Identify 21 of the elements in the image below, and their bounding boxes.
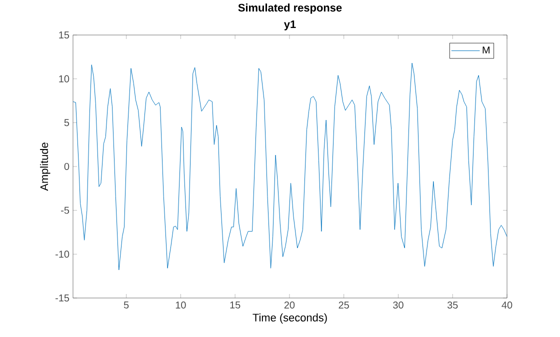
x-tick-label: 40 <box>502 302 512 309</box>
y-tick-label: -15 <box>56 294 70 302</box>
y-tick-label: -10 <box>56 250 70 258</box>
legend-label: M <box>482 46 490 54</box>
x-tick-label: 25 <box>338 302 349 309</box>
x-tick-label: 10 <box>176 302 186 309</box>
y-tick-label: 15 <box>59 32 70 38</box>
x-axis-title: Time (seconds) <box>252 313 327 324</box>
x-tick-label: 35 <box>447 302 458 309</box>
x-tick-label: 15 <box>230 302 240 308</box>
y-tick-label: -5 <box>61 206 70 214</box>
y-axis-title: Amplitude <box>40 142 50 191</box>
chart-title: Simulated response <box>238 4 342 14</box>
line-series <box>73 62 508 270</box>
y-tick-label: 10 <box>59 75 70 82</box>
chart-subtitle: y1 <box>284 20 296 30</box>
y-tick-label: 0 <box>64 162 70 170</box>
x-tick-label: 5 <box>124 302 129 308</box>
x-tick-label: 20 <box>284 302 295 309</box>
y-tick-label: 5 <box>64 119 70 126</box>
x-tick-label: 30 <box>393 302 404 309</box>
